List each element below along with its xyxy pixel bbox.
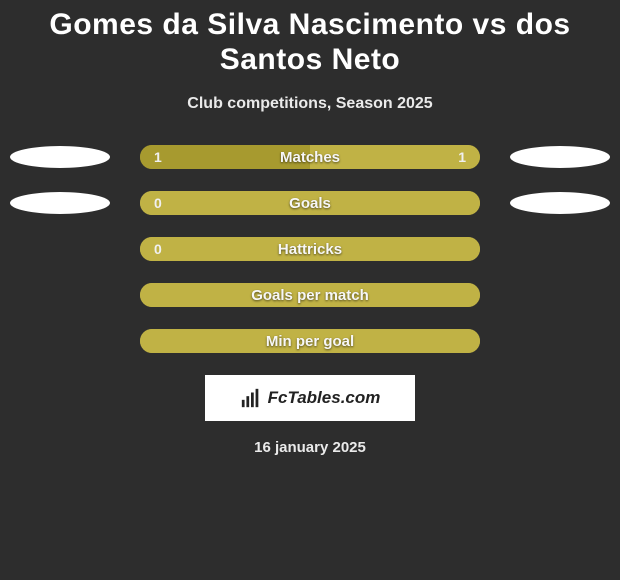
- stat-bar: 11Matches: [140, 145, 480, 169]
- stat-row: 11Matches: [0, 145, 620, 169]
- stat-label: Matches: [140, 145, 480, 169]
- stat-row: Goals per match: [0, 283, 620, 307]
- stat-row: 0Goals: [0, 191, 620, 215]
- chart-icon: [240, 387, 262, 409]
- stat-bar: Min per goal: [140, 329, 480, 353]
- stat-label: Min per goal: [140, 329, 480, 353]
- stat-row: Min per goal: [0, 329, 620, 353]
- stat-row: 0Hattricks: [0, 237, 620, 261]
- player-left-pill: [10, 146, 110, 168]
- stat-bar: 0Hattricks: [140, 237, 480, 261]
- stat-bar: Goals per match: [140, 283, 480, 307]
- subtitle: Club competitions, Season 2025: [0, 95, 620, 113]
- stat-label: Goals per match: [140, 283, 480, 307]
- comparison-container: Gomes da Silva Nascimento vs dos Santos …: [0, 0, 620, 456]
- logo-box[interactable]: FcTables.com: [205, 375, 415, 421]
- stat-label: Goals: [140, 191, 480, 215]
- stat-rows: 11Matches 0Goals 0Hattricks Goals per match…: [0, 145, 620, 353]
- stat-bar: 0Goals: [140, 191, 480, 215]
- date-text: 16 january 2025: [0, 439, 620, 456]
- player-left-pill: [10, 192, 110, 214]
- player-right-pill: [510, 192, 610, 214]
- logo-text: FcTables.com: [268, 388, 381, 408]
- player-right-pill: [510, 146, 610, 168]
- page-title: Gomes da Silva Nascimento vs dos Santos …: [0, 8, 620, 77]
- stat-label: Hattricks: [140, 237, 480, 261]
